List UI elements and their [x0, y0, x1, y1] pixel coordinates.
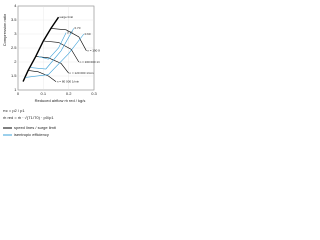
series-line: [25, 33, 85, 78]
legend-label: speed lines / surge limit: [14, 125, 57, 130]
series-line: [50, 28, 87, 51]
formula: ṁ red = ṁ · √(T1/T0) · p0/p1: [3, 115, 54, 120]
series-line: [38, 32, 67, 60]
x-tick-label: 0: [17, 91, 20, 96]
series-line: [30, 28, 74, 70]
series-label: n = 160 000 1/min: [80, 60, 100, 64]
series-label: n = 120 000 1/min: [69, 71, 93, 75]
y-tick-label: 1: [14, 87, 17, 92]
x-tick-label: 0.3: [91, 91, 97, 96]
y-tick-label: 2.5: [11, 45, 17, 50]
series-label: 0.60: [85, 32, 91, 36]
series-label: 0.75: [67, 30, 73, 34]
y-tick-label: 2: [14, 59, 17, 64]
series-label: surge limit: [59, 15, 73, 19]
series-label: n = 80 000 1/min: [57, 79, 80, 83]
series-label: n = 190 000 1/min: [87, 49, 100, 53]
chart: Compression ratio Reduced airflow ṁ red …: [2, 3, 100, 137]
formula: πc = p2 / p1: [3, 108, 25, 113]
y-tick-label: 3.5: [11, 17, 17, 22]
y-tick-label: 4: [14, 3, 17, 8]
series-line: [28, 70, 57, 82]
series-label: 0.70: [75, 26, 81, 30]
page: Compression ratio Reduced airflow ṁ red …: [2, 3, 100, 138]
y-tick-label: 3: [14, 31, 17, 36]
series-line: [35, 56, 69, 74]
y-axis-label: Compression ratio: [2, 13, 7, 46]
legend-label: isentropic efficiency: [14, 132, 49, 137]
x-axis-label: Reduced airflow ṁ red / kg/s: [35, 98, 86, 103]
x-tick-label: 0.1: [41, 91, 47, 96]
x-tick-label: 0.2: [66, 91, 72, 96]
y-tick-label: 1.5: [11, 73, 17, 78]
series-line: [43, 40, 80, 63]
series-line: [22, 16, 60, 82]
